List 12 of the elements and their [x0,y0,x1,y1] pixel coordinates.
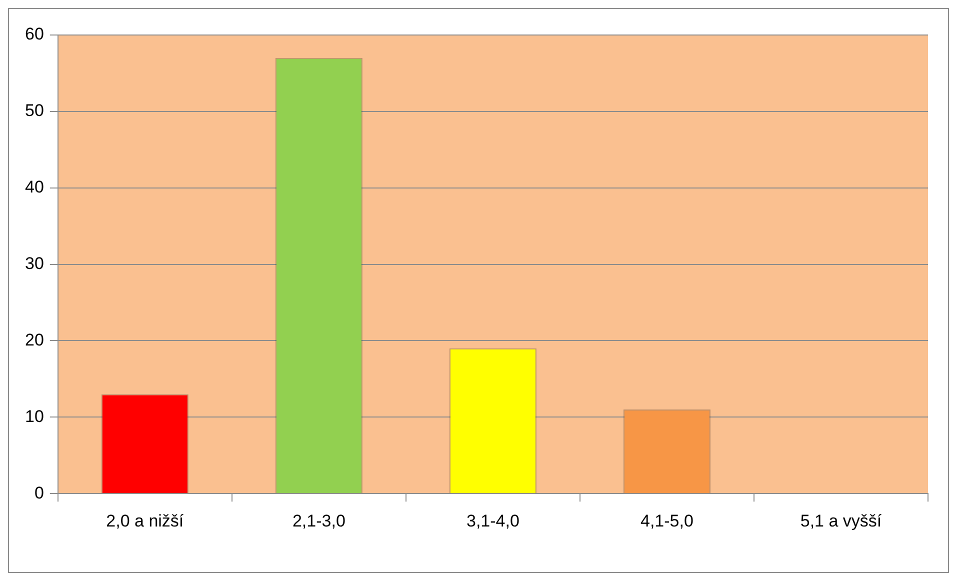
x-tick-label: 2,1-3,0 [292,511,346,530]
x-tick-label: 4,1-5,0 [640,511,694,530]
x-tick-label: 5,1 a vyšší [800,511,882,530]
y-tick-label: 0 [34,483,44,502]
x-tick-label: 2,0 a nižší [106,511,184,530]
y-tick-label: 60 [24,24,44,44]
y-tick-label: 30 [24,254,44,273]
y-tick-label: 50 [24,101,44,120]
x-tick-label: 3,1-4,0 [466,511,520,530]
y-tick-label: 20 [24,330,44,350]
y-tick-label: 40 [24,178,44,197]
y-tick-label: 10 [24,406,44,426]
